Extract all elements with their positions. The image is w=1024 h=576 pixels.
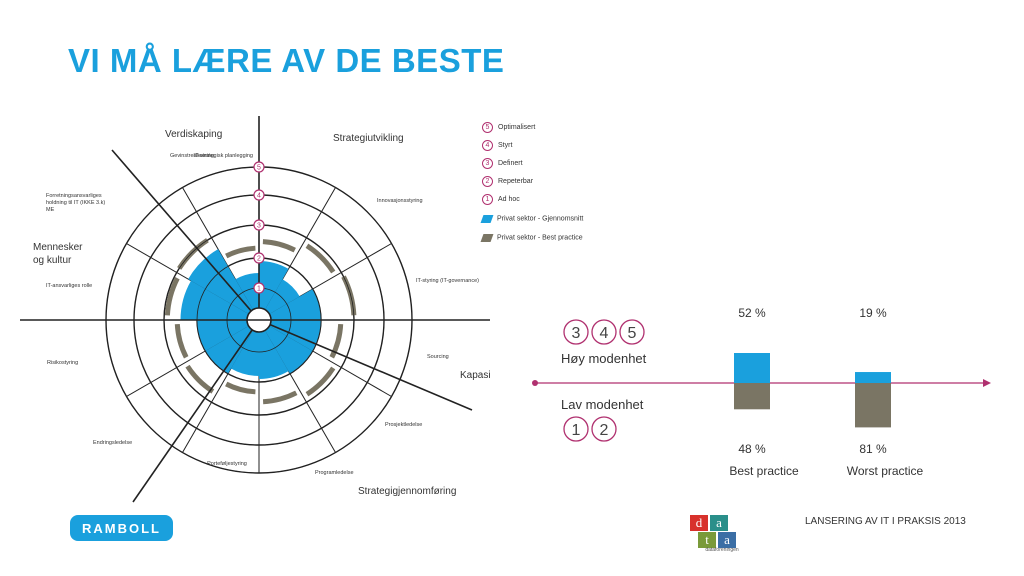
axis-label: Risikostyring [47, 360, 78, 366]
level-marker [253, 219, 265, 231]
quadrant-label-mennesker: Mennesker og kultur [33, 242, 83, 266]
footer-text: LANSERING AV IT I PRAKSIS 2013 [805, 516, 966, 527]
maturity-radar-chart: 1 2 3 4 5 Strategiutvikling Kapasitet Strategig… [20, 116, 490, 503]
level-marker-label: 5 [257, 165, 261, 172]
high-level-number: 5 [628, 325, 637, 342]
level-marker [253, 161, 265, 173]
average-sector [205, 326, 253, 374]
high-level-number: 3 [572, 325, 581, 342]
level-marker [253, 252, 265, 264]
quadrant-divider [132, 329, 253, 503]
legend-item-level-5: 5 Optimalisert [482, 122, 535, 133]
quadrant-divider [111, 149, 252, 312]
legend-item-best-practice: Privat sektor - Best practice [480, 234, 583, 242]
average-sector [197, 320, 249, 351]
low-level-circle-icon [563, 416, 589, 442]
dataforeningen-logo: d a t a dataforeningen [690, 515, 754, 555]
best-practice-arc [225, 245, 256, 259]
level-circle-icon: 4 [482, 140, 493, 151]
quadrant-divider [269, 323, 473, 411]
average-sector [259, 330, 289, 379]
best-practice-swatch-icon [480, 234, 494, 242]
high-level-circle-icon [619, 319, 645, 345]
logo-letter: a [710, 515, 728, 531]
average-sector [235, 273, 259, 310]
high-maturity-bar [734, 353, 770, 383]
category-label: Best practice [729, 464, 799, 478]
quadrant-label-kapasitet: Kapasitet [460, 370, 490, 381]
high-maturity-value: 19 % [859, 306, 887, 320]
average-sector [231, 330, 259, 376]
high-maturity-value: 52 % [738, 306, 766, 320]
axis-label: Porteføljestyring [207, 461, 247, 467]
level-marker [253, 189, 265, 201]
low-maturity-value: 81 % [859, 442, 887, 456]
low-maturity-bar [855, 383, 891, 428]
level-circle-icon: 2 [482, 176, 493, 187]
level-marker-label: 4 [257, 193, 261, 200]
legend-item-level-4: 4 Styrt [482, 140, 512, 151]
legend-item-level-2: 2 Repeterbar [482, 176, 533, 187]
axis-label: Endringsledelse [93, 440, 132, 446]
logo-letter: a [718, 532, 736, 548]
high-maturity-label: Høy modenhet [561, 351, 647, 366]
level-marker-label: 1 [257, 286, 261, 293]
best-practice-arc [305, 366, 336, 397]
level-marker-label: 3 [257, 223, 261, 230]
axis-label: Gevinstrealisering [170, 153, 214, 159]
low-maturity-bar [734, 383, 770, 410]
low-maturity-label: Lav modenhet [561, 397, 644, 412]
average-sector [265, 279, 300, 314]
best-practice-arc [329, 323, 344, 359]
ramboll-logo: RAMBOLL [70, 515, 173, 541]
high-maturity-bar [855, 372, 891, 383]
quadrant-label-strategigjennomforing: Strategigjennomføring [358, 486, 456, 497]
category-label: Worst practice [847, 464, 924, 478]
high-level-number: 4 [600, 325, 609, 342]
low-maturity-value: 48 % [738, 442, 766, 456]
average-sector [259, 261, 289, 310]
best-practice-arc [174, 323, 189, 359]
average-sector [269, 289, 321, 320]
axis-label: Programledelse [315, 470, 354, 476]
average-sector [265, 326, 313, 374]
best-practice-arc [164, 277, 180, 316]
high-level-circle-icon [591, 319, 617, 345]
average-swatch-icon [480, 215, 494, 223]
legend-item-average: Privat sektor - Gjennomsnitt [480, 215, 583, 223]
axis-label: IT-ansvarliges rolle [46, 283, 92, 289]
quadrant-label-strategiutvikling: Strategiutvikling [333, 133, 404, 144]
axis-label: Prosjektledelse [385, 422, 422, 428]
low-level-number: 1 [572, 422, 581, 439]
axis-label: IT-styring (IT-governance) [416, 278, 479, 284]
best-practice-arc [262, 390, 298, 405]
logo-caption: dataforeningen [705, 547, 739, 553]
axis-label: Innovasjonsstyring [377, 198, 423, 204]
arrow-head-icon [983, 379, 991, 387]
page-title: VI MÅ LÆRE AV DE BESTE [68, 42, 505, 79]
legend-item-level-3: 3 Definert [482, 158, 523, 169]
level-circle-icon: 1 [482, 194, 493, 205]
axis-label: Sourcing [427, 354, 449, 360]
quadrant-label-verdiskaping: Verdiskaping [165, 129, 222, 140]
level-marker [253, 282, 265, 294]
best-practice-arc [225, 381, 256, 395]
level-circle-icon: 3 [482, 158, 493, 169]
low-level-circle-icon [591, 416, 617, 442]
low-level-number: 2 [600, 422, 609, 439]
level-circle-icon: 5 [482, 122, 493, 133]
legend-item-level-1: 1 Ad hoc [482, 194, 520, 205]
level-marker-label: 2 [257, 256, 261, 263]
best-practice-arc [262, 239, 296, 253]
best-practice-arc [305, 243, 336, 274]
axis-label: IT-strategisk planlegging [193, 153, 253, 159]
high-level-circle-icon [563, 319, 589, 345]
logo-letter: d [690, 515, 708, 531]
best-practice-arc [185, 364, 215, 394]
maturity-bar-chart: 3 4 5 Høy modenhet Lav modenhet 1 2 52 % 48 % Bes… [532, 306, 991, 478]
best-practice-arc [341, 275, 357, 316]
logo-letter: t [698, 532, 716, 548]
average-sector [188, 249, 253, 314]
axis-label: Forretningsansvarliges holdning til IT (I… [46, 193, 105, 213]
